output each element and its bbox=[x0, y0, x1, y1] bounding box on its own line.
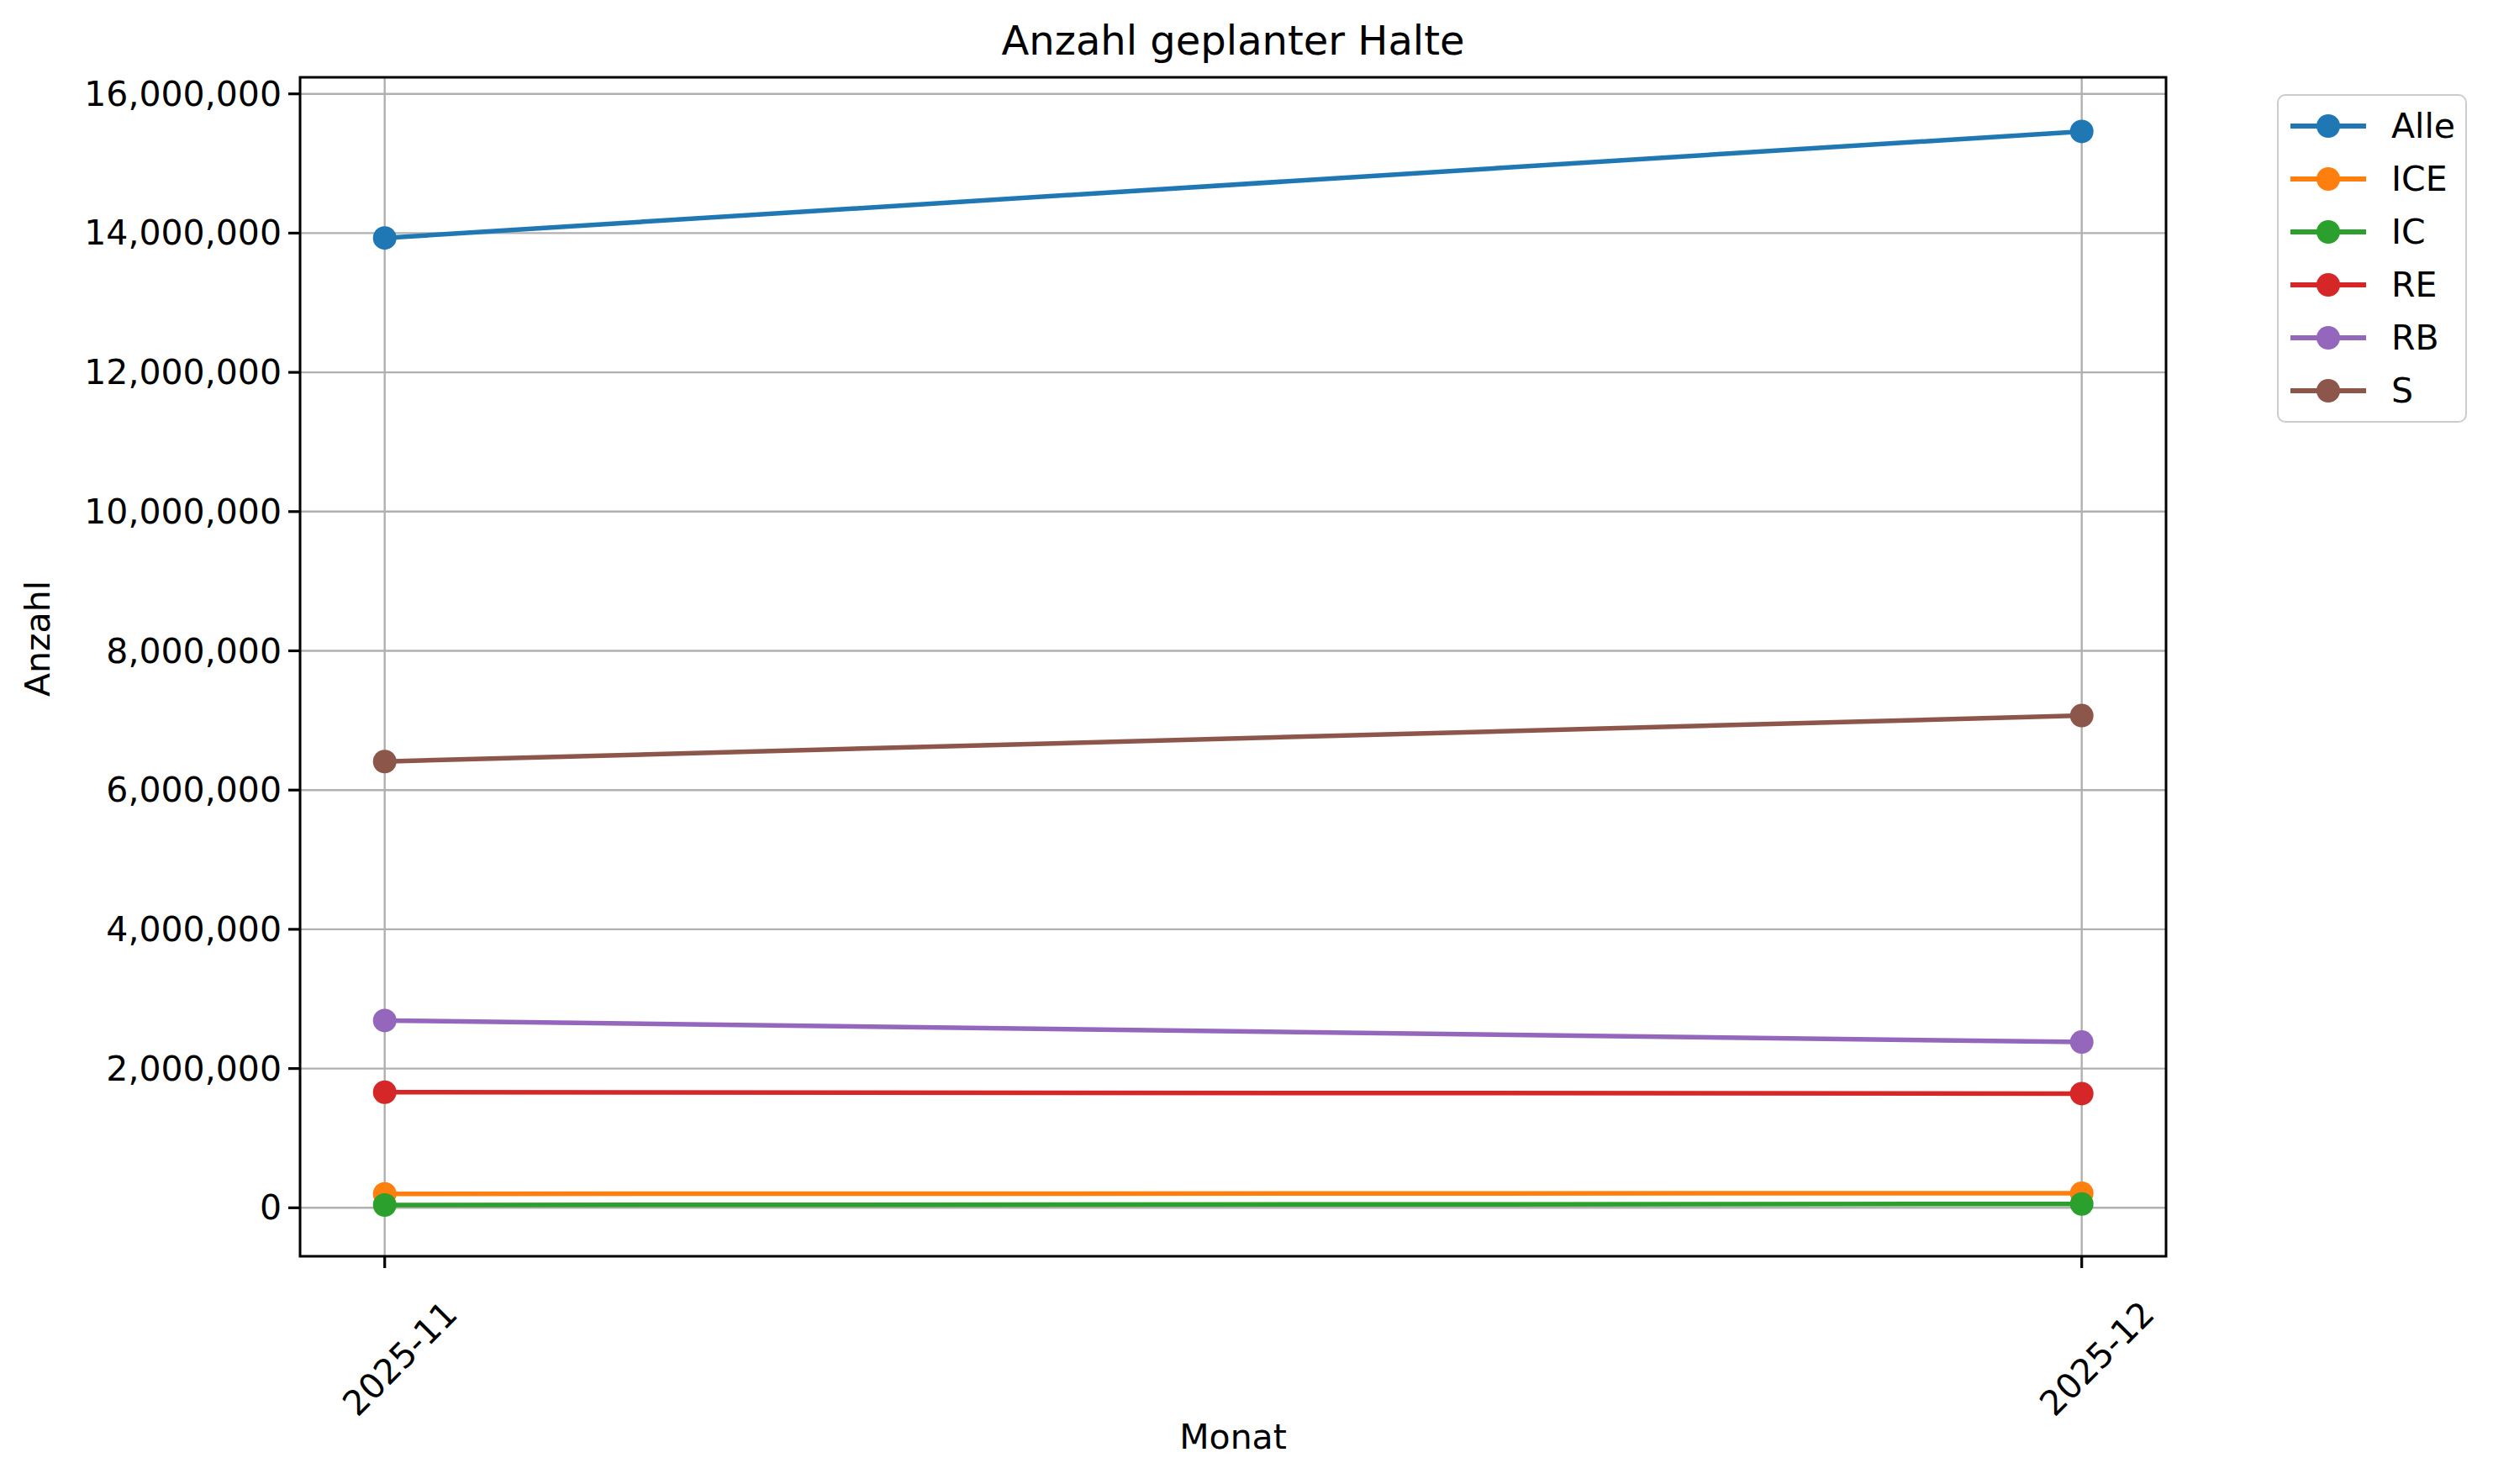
axes-box bbox=[300, 77, 2166, 1256]
chart-title: Anzahl geplanter Halte bbox=[300, 17, 2166, 64]
legend-label: ICE bbox=[2391, 162, 2448, 197]
data-point-Alle-2025-12 bbox=[2070, 119, 2094, 143]
legend-item-IC: IC bbox=[2279, 206, 2465, 258]
y-tick-label: 2,000,000 bbox=[106, 1051, 282, 1086]
data-point-S-2025-11 bbox=[373, 750, 397, 773]
legend-dot-icon bbox=[2316, 379, 2340, 403]
legend-marker-icon bbox=[2290, 388, 2366, 393]
series-S bbox=[373, 704, 2094, 774]
data-point-RB-2025-11 bbox=[373, 1008, 397, 1032]
data-point-Alle-2025-11 bbox=[373, 226, 397, 250]
x-axis-label: Monat bbox=[300, 1417, 2166, 1457]
legend-dot-icon bbox=[2316, 114, 2340, 138]
data-point-RE-2025-11 bbox=[373, 1081, 397, 1104]
legend-label: RE bbox=[2391, 268, 2437, 303]
y-tick-label: 14,000,000 bbox=[84, 216, 282, 250]
legend-marker-icon bbox=[2290, 229, 2366, 234]
data-point-IC-2025-11 bbox=[373, 1193, 397, 1217]
legend-marker-icon bbox=[2290, 335, 2366, 340]
legend-label: S bbox=[2391, 374, 2413, 408]
data-point-RB-2025-12 bbox=[2070, 1030, 2094, 1054]
y-tick-label: 8,000,000 bbox=[106, 634, 282, 668]
data-point-S-2025-12 bbox=[2070, 704, 2094, 728]
data-point-RE-2025-12 bbox=[2070, 1081, 2094, 1105]
y-tick-label: 0 bbox=[260, 1191, 282, 1225]
legend-item-S: S bbox=[2279, 365, 2465, 417]
legend-item-Alle: Alle bbox=[2279, 100, 2465, 152]
legend-dot-icon bbox=[2316, 273, 2340, 297]
legend-label: IC bbox=[2391, 215, 2426, 250]
legend-label: Alle bbox=[2391, 109, 2455, 144]
gridlines bbox=[300, 77, 2166, 1256]
legend-marker-icon bbox=[2290, 282, 2366, 287]
y-tick-label: 10,000,000 bbox=[84, 494, 282, 529]
legend-marker-icon bbox=[2290, 176, 2366, 182]
legend-item-RB: RB bbox=[2279, 312, 2465, 364]
y-tick-label: 6,000,000 bbox=[106, 773, 282, 808]
line-chart-figure: Anzahl geplanter Halte Anzahl Monat 0 2,0… bbox=[0, 0, 2493, 1484]
legend-item-ICE: ICE bbox=[2279, 153, 2465, 205]
y-tick-label: 16,000,000 bbox=[84, 76, 282, 111]
legend-dot-icon bbox=[2316, 220, 2340, 244]
legend-dot-icon bbox=[2316, 326, 2340, 350]
series-Alle bbox=[373, 119, 2094, 250]
series-RE bbox=[373, 1081, 2094, 1106]
plot-area bbox=[0, 0, 2493, 1484]
y-tick-label: 12,000,000 bbox=[84, 355, 282, 390]
legend-dot-icon bbox=[2316, 167, 2340, 191]
data-point-IC-2025-12 bbox=[2070, 1192, 2094, 1216]
legend-label: RB bbox=[2391, 321, 2439, 355]
y-axis-label: Anzahl bbox=[18, 581, 58, 697]
y-tick-label: 4,000,000 bbox=[106, 912, 282, 946]
legend: Alle ICE IC RE RB S bbox=[2277, 94, 2467, 423]
legend-marker-icon bbox=[2290, 124, 2366, 129]
series-RB bbox=[373, 1008, 2094, 1054]
legend-item-RE: RE bbox=[2279, 259, 2465, 311]
